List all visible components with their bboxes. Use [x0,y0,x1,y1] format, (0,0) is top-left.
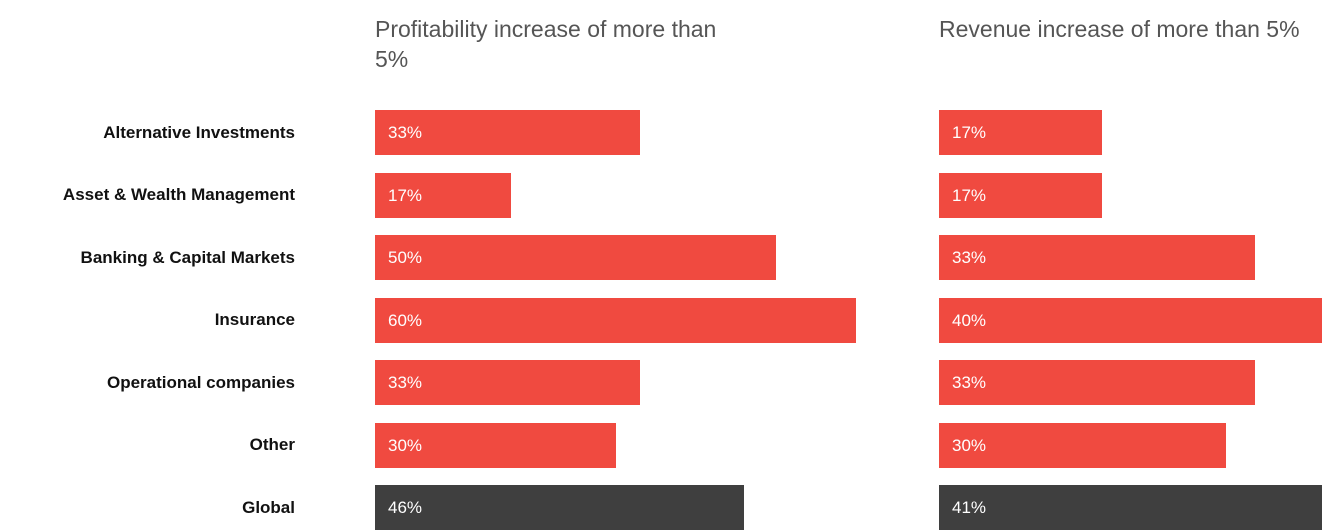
bar-value-label: 33% [388,373,423,392]
category-label: Asset & Wealth Management [62,185,295,204]
bar-value-label: 33% [952,248,987,267]
bar-value-label: 60% [388,310,423,330]
chart-title-revenue: Revenue increase of more than 5% [939,16,1300,42]
category-label: Banking & Capital Markets [80,247,295,267]
bar-value-label: 17% [952,185,987,205]
bar-profitability: 33% [375,110,640,155]
bar-value-label: 50% [388,248,423,267]
bar-revenue: 17% [939,172,1102,218]
bar-profitability: 30% [375,422,616,468]
bar-revenue: 33% [939,360,1255,405]
bar-value-label: 33% [388,123,423,142]
bar-value-label: 17% [952,123,987,142]
category-label: Alternative Investments [103,122,295,142]
bar-value-label: 40% [952,310,987,330]
bar-profitability: 46% [375,485,744,530]
bar-value-label: 41% [952,498,987,517]
chart-title-profitability: Profitability increase of more than 5% [375,16,717,72]
bar-value-label: 17% [388,185,423,205]
bar-profitability: 17% [375,172,512,218]
bar-revenue: 17% [939,110,1102,155]
bar-value-label: 30% [952,435,987,455]
bar-value-label: 33% [952,373,987,392]
bar-revenue: 40% [939,297,1322,343]
category-label: Other [249,435,295,454]
bar-value-label: 46% [388,498,423,517]
category-label: Operational companies [107,372,295,392]
bar-profitability: 33% [375,360,640,405]
bar-revenue: 33% [939,235,1255,280]
category-label: Global [242,497,295,517]
bar-profitability: 60% [375,297,856,343]
bar-revenue: 30% [939,422,1227,468]
bar-profitability: 50% [375,235,776,280]
category-label: Insurance [214,310,295,329]
bar-revenue: 41% [939,485,1322,530]
bar-value-label: 30% [388,435,423,455]
